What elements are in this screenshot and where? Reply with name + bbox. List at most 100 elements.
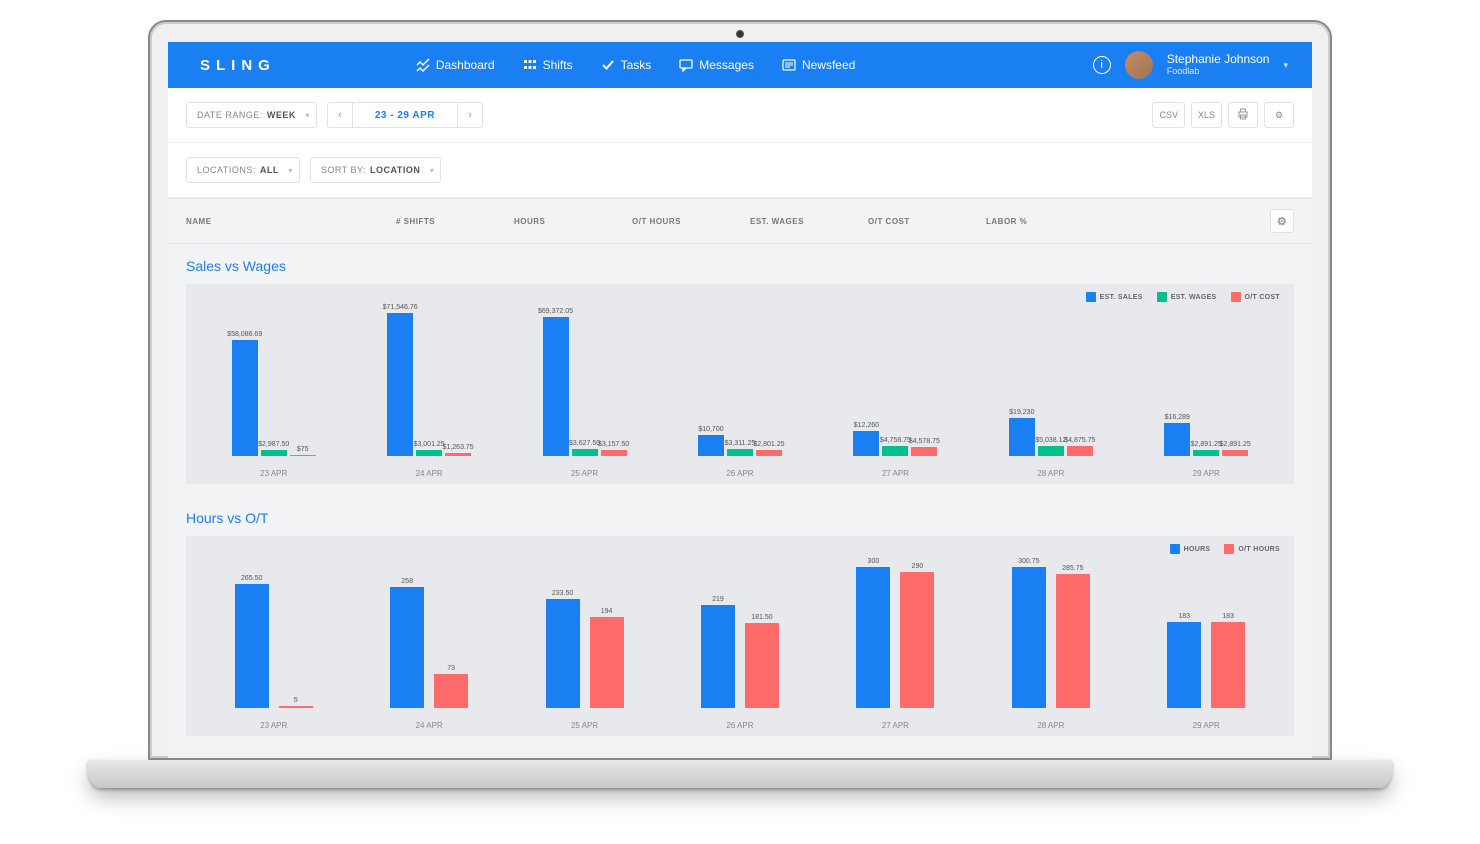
bar-label: 194 — [601, 608, 613, 615]
bar-label: 233.50 — [552, 590, 573, 597]
bar-group: $71,546.76$3,001.25$1,263.75 — [351, 306, 506, 456]
toolbar: DATE RANGE: WEEK ‹ 23 - 29 APR › CSV XLS — [168, 88, 1312, 143]
bar-group: 300 290 — [818, 558, 973, 708]
date-range-select[interactable]: DATE RANGE: WEEK — [186, 102, 317, 128]
nav-dashboard[interactable]: Dashboard — [416, 58, 495, 72]
gear-icon: ⚙ — [1275, 110, 1283, 121]
bar: $2,891.25 — [1193, 450, 1219, 456]
bar-group: 233.50 194 — [507, 558, 662, 708]
columns-settings-button[interactable]: ⚙ — [1270, 209, 1294, 233]
bar-group: 300.75285.75 — [973, 558, 1128, 708]
bar-label: $2,801.25 — [753, 441, 784, 448]
print-button[interactable] — [1228, 102, 1258, 128]
avatar[interactable] — [1125, 51, 1153, 79]
nav-label: Tasks — [621, 58, 652, 72]
header: SLING Dashboard Shifts — [168, 42, 1312, 88]
bar: $1,263.75 — [445, 453, 471, 456]
bar-label: $10,700 — [698, 426, 723, 433]
shifts-icon — [523, 58, 537, 72]
bar-label: $3,157.50 — [598, 441, 629, 448]
th-hours: HOURS — [514, 217, 632, 226]
bar-group: $19,230$5,038.12$4,875.75 — [973, 306, 1128, 456]
bar: $16,289 — [1164, 423, 1190, 456]
export-xls-button[interactable]: XLS — [1191, 102, 1222, 128]
user-org: Foodlab — [1167, 67, 1270, 77]
legend-label: O/T COST — [1245, 294, 1280, 301]
th-name: NAME — [186, 217, 396, 226]
bar-label: 219 — [712, 596, 724, 603]
x-axis-label: 28 APR — [973, 721, 1128, 730]
next-button[interactable]: › — [457, 102, 483, 128]
print-icon — [1237, 108, 1249, 122]
x-axis-label: 28 APR — [973, 469, 1128, 478]
bar: 183 — [1167, 622, 1201, 708]
messages-icon — [679, 58, 693, 72]
bar: 285.75 — [1056, 574, 1090, 708]
select-label: SORT BY: — [321, 165, 366, 175]
prev-button[interactable]: ‹ — [327, 102, 353, 128]
bar-label: $58,086.69 — [227, 331, 262, 338]
bar: $10,700 — [698, 435, 724, 456]
bar: 290 — [900, 572, 934, 708]
bar-label: $4,578.75 — [909, 438, 940, 445]
bar: $2,891.25 — [1222, 450, 1248, 456]
bar: $5,038.12 — [1038, 446, 1064, 456]
bar: $12,260 — [853, 431, 879, 456]
bar-label: $3,627.50 — [569, 440, 600, 447]
legend-label: O/T HOURS — [1238, 546, 1280, 553]
export-csv-button[interactable]: CSV — [1152, 102, 1185, 128]
bar: $75 — [290, 455, 316, 456]
bar: $3,627.50 — [572, 449, 598, 456]
table-header: NAME # SHIFTS HOURS O/T HOURS EST. WAGES… — [168, 198, 1312, 244]
nav-label: Messages — [699, 58, 754, 72]
legend-swatch — [1231, 292, 1241, 302]
user-name: Stephanie Johnson — [1167, 53, 1270, 66]
date-display[interactable]: 23 - 29 APR — [353, 102, 457, 128]
locations-select[interactable]: LOCATIONS: ALL — [186, 157, 300, 183]
legend-label: EST. SALES — [1100, 294, 1143, 301]
legend-swatch — [1224, 544, 1234, 554]
nav-newsfeed[interactable]: Newsfeed — [782, 58, 855, 72]
filters: LOCATIONS: ALL SORT BY: LOCATION — [168, 143, 1312, 198]
bar: 300 — [856, 567, 890, 708]
bar-label: $12,260 — [854, 422, 879, 429]
bar-label: $2,891.25 — [1220, 441, 1251, 448]
bar-label: $3,311.25 — [725, 440, 756, 447]
section-title: Hours vs O/T — [168, 496, 1312, 536]
th-ot-cost: O/T COST — [868, 217, 986, 226]
bar: $3,001.25 — [416, 450, 442, 456]
bar-label: $2,987.50 — [258, 441, 289, 448]
bar-label: $19,230 — [1009, 409, 1034, 416]
settings-button[interactable]: ⚙ — [1264, 102, 1294, 128]
select-value: ALL — [260, 165, 279, 175]
bar-label: 183 — [1178, 613, 1190, 620]
select-label: DATE RANGE: — [197, 110, 263, 120]
bar: $3,157.50 — [601, 450, 627, 456]
hours-vs-ot-chart: HOURSO/T HOURS 265.50525873233.501942191… — [186, 536, 1294, 736]
newsfeed-icon — [782, 58, 796, 72]
info-icon[interactable]: i — [1093, 56, 1111, 74]
bar-group: 183183 — [1129, 558, 1284, 708]
bar: $2,987.50 — [261, 450, 287, 456]
bar: 5 — [279, 706, 313, 708]
sort-select[interactable]: SORT BY: LOCATION — [310, 157, 442, 183]
user-menu[interactable]: Stephanie Johnson Foodlab — [1167, 53, 1270, 76]
x-axis-label: 26 APR — [662, 469, 817, 478]
bar-label: $4,758.75 — [880, 437, 911, 444]
legend-item: EST. WAGES — [1157, 292, 1217, 302]
chevron-down-icon: ▾ — [1283, 60, 1288, 71]
sales-vs-wages-chart: EST. SALES EST. WAGES O/T COST $58,086.69 $… — [186, 284, 1294, 484]
bar: 265.50 — [235, 584, 269, 708]
th-shifts: # SHIFTS — [396, 217, 514, 226]
bar-label: 265.50 — [241, 575, 262, 582]
nav-shifts[interactable]: Shifts — [523, 58, 573, 72]
bar: $4,758.75 — [882, 446, 908, 456]
nav-tasks[interactable]: Tasks — [601, 58, 652, 72]
select-value: LOCATION — [370, 165, 420, 175]
nav-messages[interactable]: Messages — [679, 58, 754, 72]
select-label: LOCATIONS: — [197, 165, 256, 175]
x-axis-label: 24 APR — [351, 469, 506, 478]
bar-label: 181.50 — [751, 614, 772, 621]
app-logo: SLING — [200, 57, 276, 74]
th-wages: EST. WAGES — [750, 217, 868, 226]
